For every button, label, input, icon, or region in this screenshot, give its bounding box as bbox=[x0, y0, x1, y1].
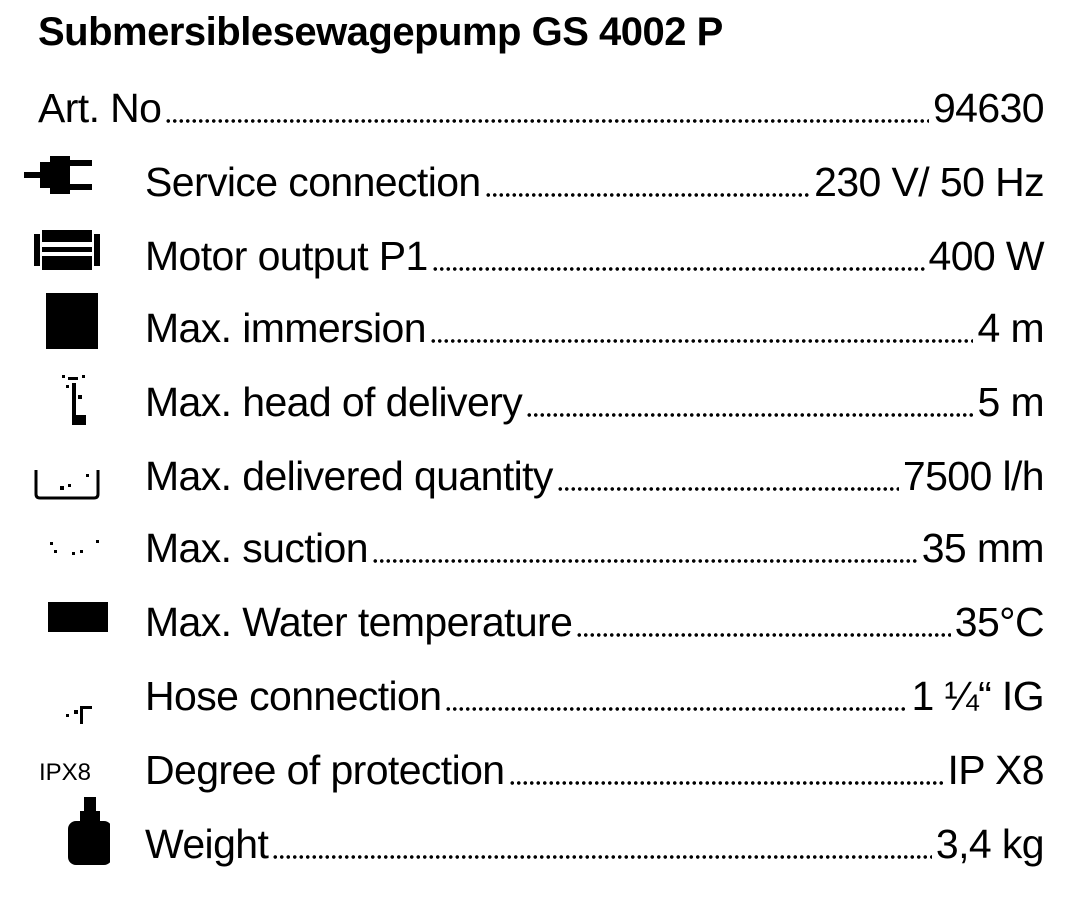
spec-value: 1 ¼“ IG bbox=[911, 672, 1044, 719]
dot-leader bbox=[526, 372, 974, 432]
dot-leader bbox=[429, 298, 974, 358]
spec-row-weight: Weight 3,4 kg bbox=[145, 814, 1045, 874]
spec-row-max-water-temperature: Max. Water temperature 35°C bbox=[145, 592, 1045, 652]
ipx8-icon-text: IPX8 bbox=[38, 759, 92, 786]
spec-label: Art. No bbox=[38, 84, 162, 131]
spec-row-max-suction: Max. suction 35 mm bbox=[145, 518, 1045, 578]
spec-label: Max. suction bbox=[145, 524, 369, 571]
spec-label: Max. Water temperature bbox=[145, 598, 573, 645]
dot-leader bbox=[556, 446, 899, 506]
weight-icon bbox=[10, 797, 120, 868]
spec-label: Max. delivered quantity bbox=[145, 452, 553, 499]
spec-label: Weight bbox=[145, 820, 269, 867]
spec-label: Hose connection bbox=[145, 672, 442, 719]
spec-row-hose-connection: Hose connection 1 ¼“ IG bbox=[145, 666, 1045, 726]
spec-label: Motor output P1 bbox=[145, 232, 428, 279]
spec-value: 7500 l/h bbox=[902, 452, 1045, 499]
spec-label: Degree of protection bbox=[145, 746, 505, 793]
delivered-quantity-icon bbox=[10, 446, 120, 516]
spec-row-service-connection: Service connection 230 V/ 50 Hz bbox=[145, 152, 1045, 212]
power-plug-icon bbox=[10, 140, 120, 210]
spec-value: 230 V/ 50 Hz bbox=[814, 158, 1044, 205]
spec-row-degree-of-protection: Degree of protection IP X8 bbox=[145, 740, 1045, 800]
spec-value: 400 W bbox=[928, 232, 1045, 279]
dot-leader bbox=[165, 78, 929, 138]
spec-value: 35 mm bbox=[921, 524, 1045, 571]
immersion-icon bbox=[10, 286, 120, 356]
hose-connection-icon bbox=[10, 676, 120, 746]
spec-row-motor-output: Motor output P1 400 W bbox=[145, 226, 1045, 286]
spec-value: 5 m bbox=[977, 378, 1044, 425]
spec-row-max-head-of-delivery: Max. head of delivery 5 m bbox=[145, 372, 1045, 432]
motor-icon bbox=[10, 214, 120, 284]
spec-row-max-immersion: Max. immersion 4 m bbox=[145, 298, 1045, 358]
head-of-delivery-icon bbox=[10, 366, 120, 436]
spec-label: Max. head of delivery bbox=[145, 378, 523, 425]
dot-leader bbox=[508, 740, 944, 800]
dot-leader bbox=[576, 592, 951, 652]
dot-leader bbox=[431, 226, 925, 286]
ipx8-icon: IPX8 bbox=[10, 738, 120, 808]
spec-value: 3,4 kg bbox=[935, 820, 1045, 867]
dot-leader bbox=[445, 666, 908, 726]
water-temperature-icon bbox=[10, 584, 120, 654]
spec-value: 35°C bbox=[954, 598, 1045, 645]
page-title: Submersiblesewagepump GS 4002 P bbox=[38, 10, 723, 54]
suction-icon bbox=[10, 510, 120, 580]
spec-value: IP X8 bbox=[947, 746, 1044, 793]
spec-label: Max. immersion bbox=[145, 304, 427, 351]
dot-leader bbox=[272, 814, 932, 874]
dot-leader bbox=[484, 152, 811, 212]
spec-value: 4 m bbox=[977, 304, 1044, 351]
spec-row-max-delivered-quantity: Max. delivered quantity 7500 l/h bbox=[145, 446, 1045, 506]
spec-value: 94630 bbox=[932, 84, 1045, 131]
spec-row-art-no: Art. No 94630 bbox=[38, 78, 1045, 138]
dot-leader bbox=[371, 518, 918, 578]
spec-label: Service connection bbox=[145, 158, 481, 205]
